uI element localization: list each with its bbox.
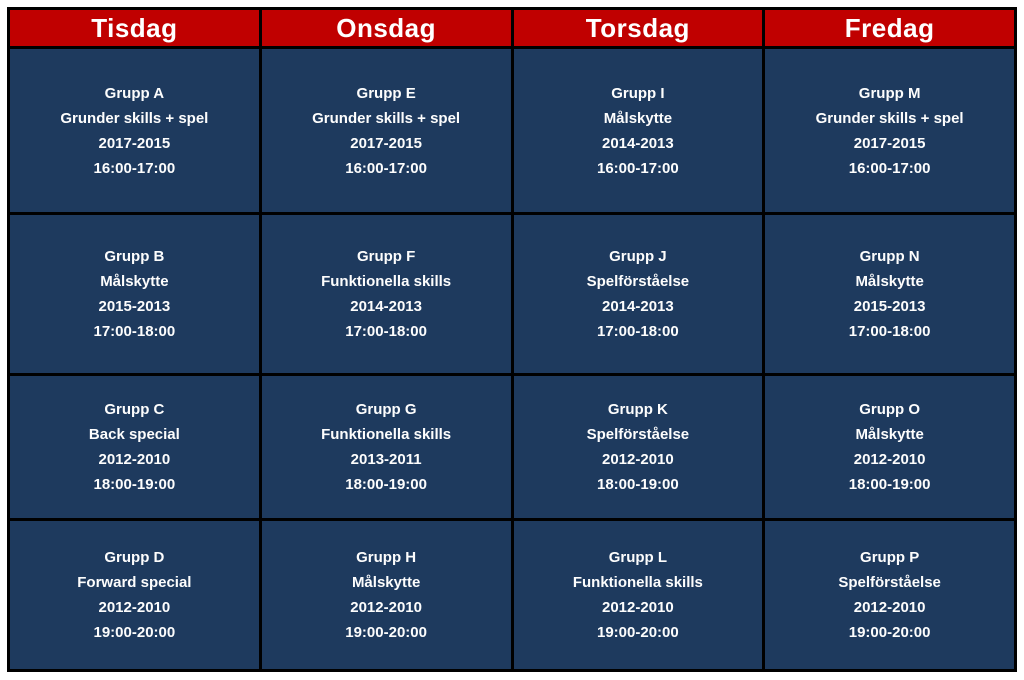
schedule-cell-grupp-m: Grupp M Grunder skills + spel 2017-2015 …: [765, 49, 1014, 212]
time: 19:00-20:00: [597, 624, 679, 641]
years: 2017-2015: [350, 134, 422, 152]
time: 17:00-18:00: [93, 323, 176, 340]
group-name: Grupp O: [859, 401, 921, 418]
group-name: Grupp B: [104, 248, 165, 265]
years: 2012-2010: [98, 599, 171, 616]
schedule-cell-grupp-e: Grupp E Grunder skills + spel 2017-2015 …: [261, 49, 511, 212]
schedule-cell-grupp-n: Grupp N Målskytte 2015-2013 17:00-18:00: [765, 215, 1014, 373]
day-header-torsdag: Torsdag: [513, 10, 763, 46]
years: 2014-2013: [350, 298, 422, 315]
time: 17:00-18:00: [597, 323, 679, 340]
schedule-cell-grupp-f: Grupp F Funktionella skills 2014-2013 17…: [261, 215, 511, 373]
years: 2012-2010: [350, 599, 422, 616]
time: 18:00-19:00: [93, 476, 176, 493]
years: 2017-2015: [853, 134, 926, 152]
schedule-cell-grupp-a: Grupp A Grunder skills + spel 2017-2015 …: [10, 49, 259, 212]
time: 16:00-17:00: [93, 159, 176, 177]
schedule-cell-grupp-k: Grupp K Spelförståelse 2012-2010 18:00-1…: [513, 376, 763, 518]
activity: Målskytte: [100, 273, 169, 290]
schedule-cell-grupp-i: Grupp I Målskytte 2014-2013 16:00-17:00: [513, 49, 763, 212]
schedule-cell-grupp-g: Grupp G Funktionella skills 2013-2011 18…: [261, 376, 511, 518]
years: 2013-2011: [350, 451, 422, 468]
activity: Grunder skills + spel: [312, 109, 461, 127]
day-header-tisdag: Tisdag: [10, 10, 259, 46]
group-name: Grupp F: [356, 248, 416, 265]
years: 2015-2013: [98, 298, 171, 315]
activity: Målskytte: [855, 273, 924, 290]
activity: Funktionella skills: [321, 273, 452, 290]
time: 19:00-20:00: [848, 624, 931, 641]
schedule-cell-grupp-p: Grupp P Spelförståelse 2012-2010 19:00-2…: [765, 521, 1014, 669]
years: 2012-2010: [853, 451, 926, 468]
group-name: Grupp N: [859, 248, 920, 265]
years: 2012-2010: [602, 599, 674, 616]
schedule-cell-grupp-l: Grupp L Funktionella skills 2012-2010 19…: [513, 521, 763, 669]
activity: Back special: [88, 426, 180, 443]
time: 17:00-18:00: [345, 323, 427, 340]
time: 18:00-19:00: [345, 476, 427, 493]
day-header-label: Fredag: [844, 12, 935, 43]
schedule-cell-grupp-o: Grupp O Målskytte 2012-2010 18:00-19:00: [765, 376, 1014, 518]
group-name: Grupp I: [611, 84, 665, 102]
group-name: Grupp C: [104, 401, 165, 418]
group-name: Grupp J: [609, 248, 667, 265]
group-name: Grupp D: [104, 549, 165, 566]
time: 18:00-19:00: [848, 476, 931, 493]
day-header-label: Torsdag: [585, 12, 690, 43]
time: 18:00-19:00: [597, 476, 679, 493]
time: 17:00-18:00: [848, 323, 931, 340]
activity: Målskytte: [351, 574, 421, 591]
group-name: Grupp A: [104, 84, 165, 102]
years: 2015-2013: [853, 298, 926, 315]
activity: Forward special: [77, 574, 192, 591]
schedule-cell-grupp-h: Grupp H Målskytte 2012-2010 19:00-20:00: [261, 521, 511, 669]
years: 2014-2013: [602, 134, 674, 152]
schedule-cell-grupp-c: Grupp C Back special 2012-2010 18:00-19:…: [10, 376, 259, 518]
activity: Funktionella skills: [572, 574, 703, 591]
day-header-label: Onsdag: [336, 12, 437, 43]
activity: Målskytte: [855, 426, 924, 443]
weekly-training-schedule: Tisdag Onsdag Torsdag Fredag Grupp A Gru…: [7, 7, 1017, 672]
years: 2017-2015: [98, 134, 171, 152]
activity: Grunder skills + spel: [60, 109, 209, 127]
years: 2012-2010: [602, 451, 674, 468]
activity: Funktionella skills: [321, 426, 452, 443]
activity: Spelförståelse: [586, 273, 690, 290]
time: 16:00-17:00: [345, 159, 427, 177]
group-name: Grupp K: [607, 401, 668, 418]
group-name: Grupp M: [858, 84, 921, 102]
group-name: Grupp E: [356, 84, 416, 102]
activity: Spelförståelse: [838, 574, 941, 591]
day-header-onsdag: Onsdag: [261, 10, 511, 46]
activity: Grunder skills + spel: [815, 109, 964, 127]
group-name: Grupp P: [860, 549, 920, 566]
time: 19:00-20:00: [93, 624, 176, 641]
time: 19:00-20:00: [345, 624, 427, 641]
group-name: Grupp G: [355, 401, 417, 418]
years: 2012-2010: [98, 451, 171, 468]
activity: Målskytte: [603, 109, 673, 127]
time: 16:00-17:00: [597, 159, 679, 177]
day-header-label: Tisdag: [91, 12, 178, 43]
group-name: Grupp H: [356, 549, 417, 566]
time: 16:00-17:00: [848, 159, 931, 177]
day-header-fredag: Fredag: [765, 10, 1014, 46]
schedule-cell-grupp-d: Grupp D Forward special 2012-2010 19:00-…: [10, 521, 259, 669]
schedule-cell-grupp-j: Grupp J Spelförståelse 2014-2013 17:00-1…: [513, 215, 763, 373]
activity: Spelförståelse: [586, 426, 690, 443]
group-name: Grupp L: [608, 549, 668, 566]
schedule-cell-grupp-b: Grupp B Målskytte 2015-2013 17:00-18:00: [10, 215, 259, 373]
years: 2014-2013: [602, 298, 674, 315]
years: 2012-2010: [853, 599, 926, 616]
